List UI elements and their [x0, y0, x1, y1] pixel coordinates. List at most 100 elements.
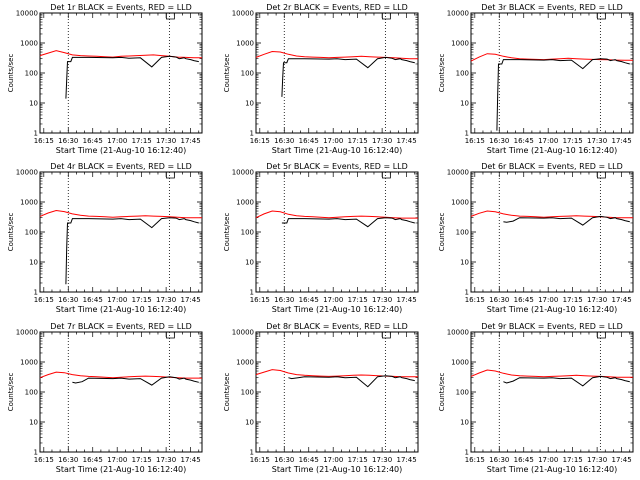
time-marker-bracket: [165, 172, 175, 179]
time-marker-bracket: [165, 332, 175, 339]
y-axis-label: Counts/sec: [438, 373, 446, 412]
series-lld: [255, 369, 418, 378]
y-tick-label: 10: [29, 259, 38, 267]
y-axis-label: Counts/sec: [223, 54, 231, 93]
y-tick-label: 10000: [232, 329, 254, 337]
chart-panel-9: Det 9r BLACK = Events, RED = LLD Counts/s…: [438, 322, 634, 474]
chart-title: Det 1r BLACK = Events, RED = LLD: [50, 3, 192, 12]
y-tick-label: 1: [250, 130, 254, 138]
y-tick-label: 1000: [20, 199, 38, 207]
series-lld: [470, 369, 633, 378]
plot-frame: [39, 331, 203, 453]
chart-panel-1: Det 1r BLACK = Events, RED = LLD Counts/s…: [7, 3, 203, 155]
y-tick-label: 100: [25, 70, 38, 78]
chart-title: Det 2r BLACK = Events, RED = LLD: [266, 3, 408, 12]
y-tick-label: 1: [34, 449, 38, 457]
x-axis-label: Start Time (21-Aug-10 16:12:40): [487, 465, 618, 474]
chart-panel-6: Det 6r BLACK = Events, RED = LLD Counts/s…: [438, 162, 634, 314]
x-tick-label: 16:45: [299, 456, 319, 464]
x-tick-label: 17:00: [538, 296, 558, 304]
y-tick-label: 1: [250, 289, 254, 297]
x-tick-label: 16:15: [250, 296, 270, 304]
series-events: [288, 375, 415, 388]
x-tick-label: 17:30: [587, 456, 607, 464]
x-tick-label: 16:45: [299, 137, 319, 145]
x-tick-label: 17:15: [348, 456, 368, 464]
x-tick-label: 17:30: [372, 296, 392, 304]
x-tick-label: 17:00: [107, 296, 127, 304]
y-axis-label: Counts/sec: [223, 373, 231, 412]
y-tick-label: 100: [456, 229, 469, 237]
y-tick-label: 1000: [236, 359, 254, 367]
x-tick-label: 17:00: [538, 456, 558, 464]
series-events: [72, 376, 199, 386]
x-tick-label: 16:30: [274, 296, 294, 304]
y-tick-label: 100: [25, 389, 38, 397]
chart-title: Det 3r BLACK = Events, RED = LLD: [481, 3, 623, 12]
y-tick-label: 1000: [236, 199, 254, 207]
series-events: [503, 375, 630, 387]
y-tick-label: 10000: [447, 329, 469, 337]
plot-frame: [470, 171, 634, 293]
chart-panel-5: Det 5r BLACK = Events, RED = LLD Counts/s…: [223, 162, 419, 314]
x-tick-label: 17:45: [611, 296, 631, 304]
series-events: [65, 55, 199, 99]
x-tick-label: 16:45: [83, 137, 103, 145]
y-axis-label: Counts/sec: [438, 213, 446, 252]
x-tick-label: 16:30: [58, 296, 78, 304]
y-tick-label: 1: [34, 130, 38, 138]
x-tick-label: 17:30: [156, 456, 176, 464]
series-lld: [39, 209, 202, 219]
time-marker-bracket: [381, 13, 391, 20]
y-axis-label: Counts/sec: [7, 54, 15, 93]
x-tick-label: 17:15: [563, 296, 583, 304]
series-lld: [470, 210, 633, 219]
y-tick-label: 10000: [16, 169, 38, 177]
plot-frame: [39, 12, 203, 134]
series-lld: [39, 50, 202, 59]
x-tick-label: 17:45: [180, 296, 200, 304]
x-tick-label: 16:45: [83, 296, 103, 304]
y-tick-label: 100: [241, 389, 254, 397]
y-tick-label: 1000: [451, 40, 469, 48]
x-tick-label: 17:15: [348, 296, 368, 304]
x-tick-label: 17:30: [156, 296, 176, 304]
series-events: [281, 56, 415, 97]
y-tick-label: 1000: [451, 359, 469, 367]
y-axis-label: Counts/sec: [223, 213, 231, 252]
y-axis-label: Counts/sec: [7, 373, 15, 412]
x-tick-label: 17:45: [180, 456, 200, 464]
chart-panel-4: Det 4r BLACK = Events, RED = LLD Counts/s…: [7, 162, 203, 314]
y-tick-label: 10: [245, 419, 254, 427]
x-tick-label: 17:30: [156, 137, 176, 145]
x-axis-label: Start Time (21-Aug-10 16:12:40): [272, 146, 403, 155]
y-tick-label: 1: [465, 449, 469, 457]
time-marker-bracket: [165, 13, 175, 20]
chart-title: Det 8r BLACK = Events, RED = LLD: [266, 322, 408, 331]
chart-panel-3: Det 3r BLACK = Events, RED = LLD Counts/s…: [438, 3, 634, 155]
series-lld: [39, 371, 202, 379]
x-tick-label: 16:15: [465, 456, 485, 464]
y-tick-label: 10000: [232, 169, 254, 177]
chart-title: Det 4r BLACK = Events, RED = LLD: [50, 162, 192, 171]
chart-panel-8: Det 8r BLACK = Events, RED = LLD Counts/s…: [223, 322, 419, 474]
y-tick-label: 1: [465, 130, 469, 138]
y-tick-label: 1000: [20, 359, 38, 367]
series-events: [503, 215, 630, 226]
y-tick-label: 100: [456, 389, 469, 397]
x-tick-label: 17:30: [587, 137, 607, 145]
x-tick-label: 17:15: [132, 296, 152, 304]
x-axis-label: Start Time (21-Aug-10 16:12:40): [272, 465, 403, 474]
x-axis-label: Start Time (21-Aug-10 16:12:40): [56, 146, 187, 155]
x-tick-label: 17:00: [323, 296, 343, 304]
x-tick-label: 16:15: [465, 137, 485, 145]
chart-title: Det 9r BLACK = Events, RED = LLD: [481, 322, 623, 331]
y-tick-label: 100: [241, 70, 254, 78]
x-tick-label: 16:30: [489, 456, 509, 464]
y-tick-label: 100: [25, 229, 38, 237]
x-tick-label: 16:45: [514, 137, 534, 145]
y-tick-label: 1000: [236, 40, 254, 48]
y-tick-label: 1000: [20, 40, 38, 48]
chart-title: Det 7r BLACK = Events, RED = LLD: [50, 322, 192, 331]
x-tick-label: 16:45: [83, 456, 103, 464]
